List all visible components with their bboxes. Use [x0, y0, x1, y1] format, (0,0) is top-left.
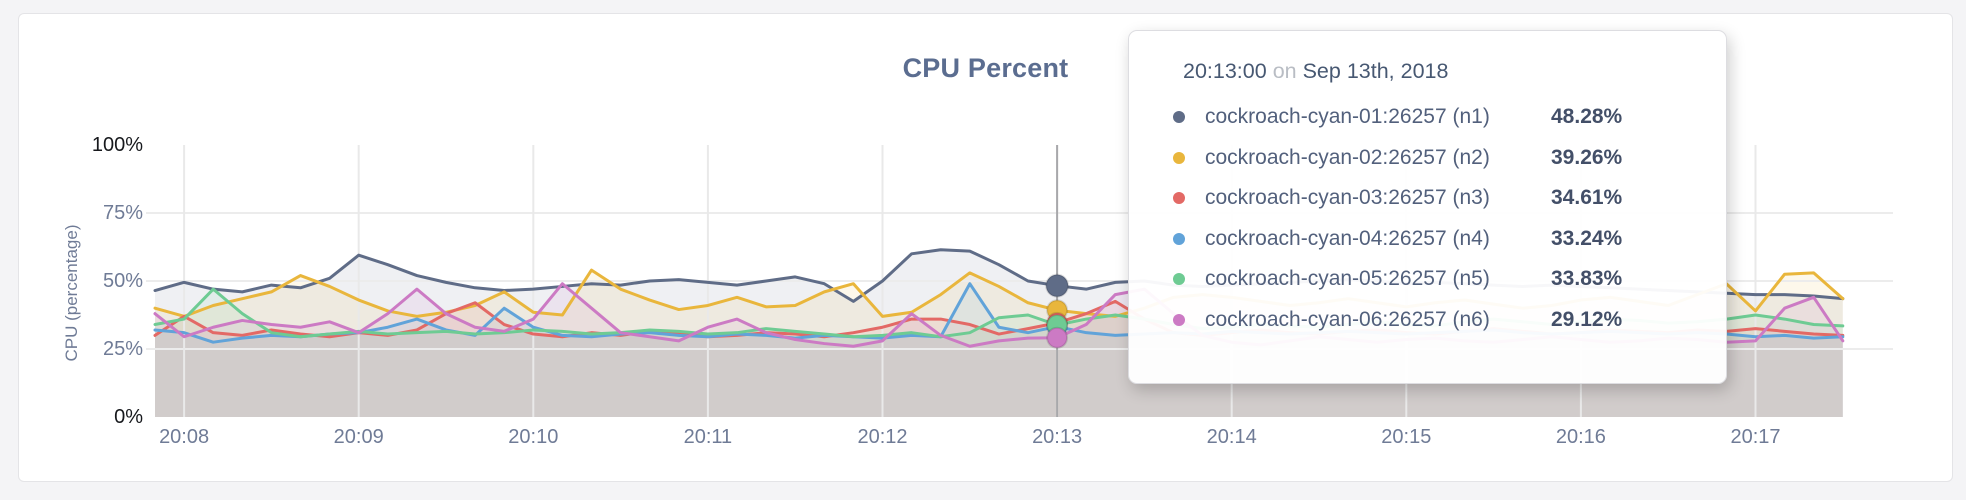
tooltip-series-value: 48.28% — [1551, 105, 1623, 129]
tooltip-series-value: 33.24% — [1551, 226, 1623, 250]
tooltip-series-label: cockroach-cyan-01:26257 (n1) — [1205, 105, 1490, 129]
series-area-n3 — [155, 301, 1843, 417]
tooltip-header: 20:13:00 on Sep 13th, 2018 — [1183, 59, 1696, 84]
series-color-dot-n6 — [1173, 313, 1185, 326]
x-tick-label-20:11: 20:11 — [683, 426, 733, 448]
tooltip-row-n5: cockroach-cyan-05:26257 (n5) 33.83% — [1173, 259, 1696, 300]
series-color-dot-n5 — [1173, 273, 1185, 286]
tooltip-row-n4: cockroach-cyan-04:26257 (n4) 33.24% — [1173, 219, 1696, 260]
tooltip-date: Sep 13th, 2018 — [1302, 59, 1449, 83]
tooltip-row-n2: cockroach-cyan-02:26257 (n2) 39.26% — [1173, 138, 1696, 179]
x-tick-label-20:16: 20:16 — [1555, 426, 1606, 448]
tooltip-series-value: 33.83% — [1551, 267, 1623, 291]
tooltip-series-label: cockroach-cyan-04:26257 (n4) — [1205, 226, 1490, 250]
x-tick-label-20:08: 20:08 — [159, 426, 210, 448]
tooltip-series-value: 29.12% — [1551, 307, 1623, 331]
y-tick-label-100: 100% — [91, 134, 143, 156]
tooltip-row-n1: cockroach-cyan-01:26257 (n1) 48.28% — [1173, 97, 1696, 138]
series-area-n5 — [155, 289, 1843, 417]
tooltip-conjunction: on — [1272, 59, 1297, 83]
tooltip-series-value: 34.61% — [1551, 186, 1623, 210]
x-tick-label-20:14: 20:14 — [1206, 426, 1257, 448]
tooltip-row-n6: cockroach-cyan-06:26257 (n6) 29.12% — [1173, 300, 1696, 341]
hover-dot-n6 — [1046, 326, 1069, 349]
series-color-dot-n2 — [1173, 151, 1185, 164]
x-tick-label-20:10: 20:10 — [508, 426, 559, 448]
series-color-dot-n4 — [1173, 232, 1185, 245]
x-tick-label-20:15: 20:15 — [1381, 426, 1432, 448]
y-tick-label-75: 75% — [102, 202, 143, 224]
tooltip-time: 20:13:00 — [1183, 59, 1267, 83]
x-tick-label-20:12: 20:12 — [857, 426, 908, 448]
tooltip-series-label: cockroach-cyan-06:26257 (n6) — [1205, 307, 1490, 331]
y-tick-label-25: 25% — [102, 338, 143, 360]
hover-tooltip: 20:13:00 on Sep 13th, 2018 cockroach-cya… — [1128, 30, 1727, 384]
x-tick-label-20:09: 20:09 — [333, 426, 384, 448]
tooltip-series-label: cockroach-cyan-05:26257 (n5) — [1205, 267, 1490, 291]
series-color-dot-n3 — [1173, 192, 1185, 205]
tooltip-series-label: cockroach-cyan-02:26257 (n2) — [1205, 145, 1490, 169]
tooltip-series-label: cockroach-cyan-03:26257 (n3) — [1205, 186, 1490, 210]
x-tick-label-20:17: 20:17 — [1730, 426, 1781, 448]
x-tick-label-20:13: 20:13 — [1032, 426, 1083, 448]
series-color-dot-n1 — [1173, 111, 1185, 124]
hover-dot-n1 — [1045, 273, 1070, 298]
tooltip-series-value: 39.26% — [1551, 145, 1623, 169]
tooltip-row-n3: cockroach-cyan-03:26257 (n3) 34.61% — [1173, 178, 1696, 219]
y-tick-label-0: 0% — [114, 406, 143, 428]
y-tick-label-50: 50% — [102, 270, 143, 292]
chart-title: CPU Percent — [902, 53, 1069, 83]
